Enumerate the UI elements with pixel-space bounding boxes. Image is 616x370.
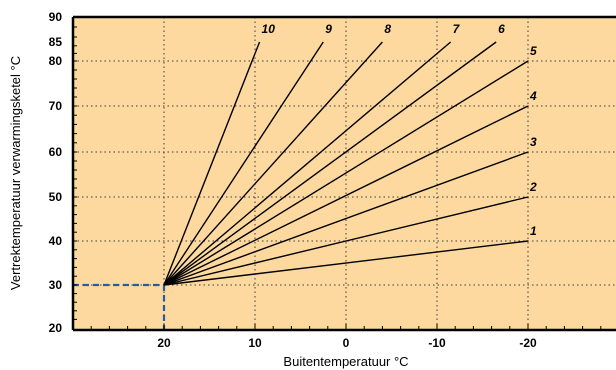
curve-labels: 1 2 3 4 5 6 7 8 9 10 — [262, 22, 537, 238]
y-tick-label: 60 — [49, 145, 63, 159]
x-tick-label: -20 — [519, 336, 537, 350]
series-line-2 — [163, 196, 529, 286]
curve-label-4: 4 — [529, 89, 537, 103]
y-tick-label: 80 — [49, 54, 63, 68]
curve-label-3: 3 — [530, 135, 537, 149]
series-line-3 — [163, 151, 529, 286]
y-tick-label: 85 — [49, 35, 63, 49]
plot-frame — [71, 15, 616, 332]
y-tick-label: 30 — [49, 278, 63, 292]
curve-label-5: 5 — [530, 44, 537, 58]
y-tick-label: 90 — [49, 10, 63, 24]
reference-lines — [73, 283, 166, 330]
y-axis-title: Vertrektemperatuur verwarmingsketel °C — [8, 56, 23, 290]
series-line-10 — [163, 41, 261, 286]
x-tick-label: 20 — [157, 336, 171, 350]
y-tick-label: 70 — [49, 99, 63, 113]
series-line-5 — [163, 60, 529, 286]
y-tick-label: 50 — [49, 190, 63, 204]
series-lines — [163, 41, 529, 286]
series-line-9 — [163, 41, 324, 286]
curve-label-1: 1 — [530, 224, 537, 238]
x-tick-label: 0 — [343, 336, 350, 350]
x-axis-title: Buitentemperatuur °C — [283, 354, 408, 369]
series-line-6 — [163, 41, 497, 286]
curve-label-2: 2 — [529, 180, 537, 194]
curve-label-7: 7 — [453, 22, 461, 36]
y-tick-label: 20 — [49, 321, 63, 335]
x-tick-label: 10 — [248, 336, 262, 350]
series-line-1 — [163, 240, 529, 286]
curve-label-10: 10 — [262, 22, 276, 36]
curve-label-6: 6 — [498, 22, 505, 36]
series-line-4 — [163, 105, 529, 286]
curve-label-8: 8 — [384, 22, 391, 36]
y-tick-label: 40 — [49, 234, 63, 248]
curve-label-9: 9 — [325, 22, 332, 36]
series-line-7 — [163, 41, 452, 286]
x-tick-label: -10 — [428, 336, 446, 350]
series-line-8 — [163, 41, 383, 286]
